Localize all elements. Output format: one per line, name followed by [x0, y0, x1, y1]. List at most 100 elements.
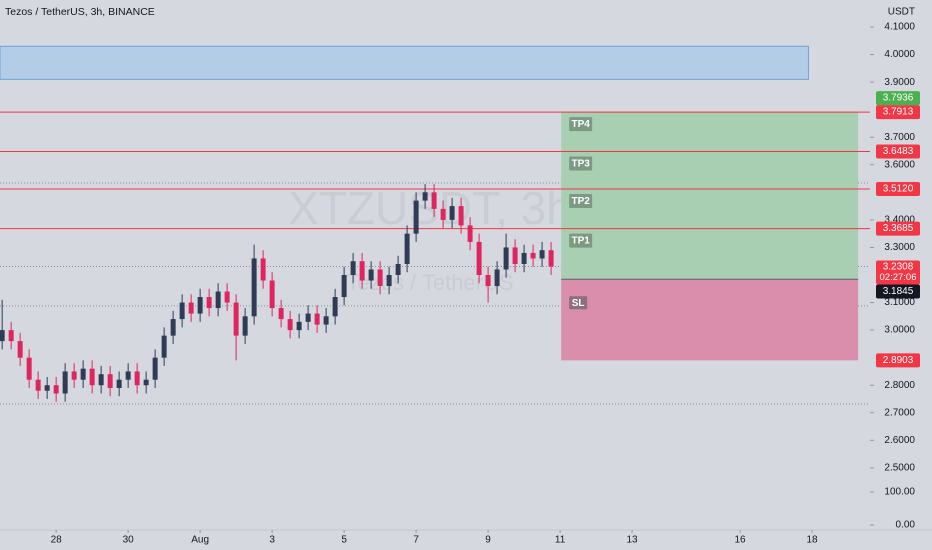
- tag-box: [569, 156, 593, 171]
- y-tick-label: 4.1000: [884, 22, 915, 33]
- target-badge: [876, 91, 920, 106]
- candle-body: [449, 206, 455, 220]
- tag-box: [569, 296, 588, 310]
- candle-body: [548, 250, 554, 267]
- loss-zone: [561, 279, 859, 361]
- x-tick-label: 7: [413, 535, 419, 546]
- candle-body: [71, 371, 77, 380]
- candle-body: [512, 247, 518, 264]
- candle-body: [359, 261, 365, 281]
- candle-body: [476, 241, 482, 275]
- profit-zone: [561, 111, 859, 280]
- x-tick-label: 18: [806, 535, 818, 546]
- y-tick-label: 2.7000: [884, 407, 915, 418]
- level-badge: [876, 182, 920, 197]
- candle-body: [134, 371, 140, 386]
- current-badge: [876, 260, 920, 285]
- candle-body: [422, 192, 428, 201]
- candle-body: [98, 374, 104, 386]
- tag-box: [569, 194, 593, 209]
- candle-body: [8, 330, 14, 342]
- candle-body: [170, 319, 176, 336]
- candle-body: [260, 258, 266, 281]
- tag: TP3: [571, 159, 590, 170]
- candle-body: [287, 319, 293, 331]
- watermark: XTZUSDT, 3h: [288, 182, 572, 234]
- tag: TP2: [571, 196, 590, 207]
- y-tick-label: 3.9000: [884, 77, 915, 88]
- y-tick-label: 2.6000: [884, 435, 915, 446]
- y-tick-label: 3.1000: [884, 297, 915, 308]
- candle-body: [296, 321, 302, 331]
- candle-body: [377, 269, 383, 287]
- candle-body: [80, 368, 86, 380]
- entry-badge-label: 3.1845: [883, 286, 914, 297]
- countdown: 02:27:06: [880, 272, 917, 283]
- candle-body: [224, 291, 230, 303]
- candle-body: [530, 252, 536, 259]
- y-tick-label: 0.00: [896, 520, 916, 531]
- level-badge: [876, 105, 920, 120]
- y-tick-label: 3.7000: [884, 132, 915, 143]
- candle-body: [152, 357, 158, 380]
- stop-badge-label: 2.8903: [883, 355, 914, 366]
- y-tick-label: 2.8000: [884, 380, 915, 391]
- candle-body: [341, 274, 347, 298]
- x-tick-label: 9: [485, 535, 491, 546]
- candle-body: [116, 379, 122, 388]
- candle-body: [323, 316, 329, 325]
- y-tick-label: 3.4000: [884, 215, 915, 226]
- candle-body: [188, 302, 194, 314]
- candle-body: [269, 280, 275, 309]
- candle-body: [395, 263, 401, 275]
- tag-box: [569, 117, 593, 132]
- plot: SL TP4 TP3 TP2 TP1: [0, 45, 870, 405]
- candle-body: [404, 233, 410, 264]
- candle-body: [215, 291, 221, 309]
- candle-body: [89, 368, 95, 386]
- candle-body: [539, 250, 545, 259]
- x-tick-label: 5: [341, 535, 347, 546]
- entry-badge: [876, 284, 920, 299]
- candle-body: [431, 192, 437, 209]
- candle-body: [350, 261, 356, 275]
- candle-body: [107, 374, 113, 388]
- candle-body: [233, 302, 239, 336]
- candle-body: [521, 252, 527, 264]
- y-unit: USDT: [888, 7, 915, 18]
- candle-body: [458, 206, 464, 226]
- tag: TP1: [571, 236, 590, 247]
- target-badge-label: 3.7936: [883, 93, 914, 104]
- candle-body: [440, 208, 446, 220]
- x-tick-label: 3: [269, 535, 275, 546]
- y-tick-label: 2.5000: [884, 463, 915, 474]
- candle-body: [62, 371, 68, 394]
- candle-body: [467, 225, 473, 242]
- candle-body: [179, 302, 185, 320]
- level-badge-label: 3.3685: [883, 223, 914, 234]
- level-badge: [876, 144, 920, 159]
- level-badge-label: 3.7913: [883, 107, 914, 118]
- stop-badge: [876, 353, 920, 368]
- level-badge: [876, 221, 920, 236]
- candle-body: [0, 330, 5, 342]
- candle-body: [143, 379, 149, 386]
- tag: SL: [572, 298, 585, 309]
- candle-body: [44, 385, 50, 391]
- x-tick-label: 16: [734, 535, 746, 546]
- y-tick-label: 100.00: [884, 487, 915, 498]
- candle-body: [485, 274, 491, 287]
- y-tick-label: 3.6000: [884, 159, 915, 170]
- candle-body: [503, 247, 509, 270]
- candle-body: [413, 200, 419, 234]
- x-tick-label: 13: [627, 535, 639, 546]
- candle-body: [161, 335, 167, 358]
- y-tick-label: 3.3000: [884, 242, 915, 253]
- x-tick-label: 28: [51, 535, 63, 546]
- zone: [0, 45, 809, 80]
- y-tick-label: 4.0000: [884, 49, 915, 60]
- candle-body: [125, 371, 131, 380]
- candle-body: [278, 308, 284, 320]
- candle-body: [332, 297, 338, 317]
